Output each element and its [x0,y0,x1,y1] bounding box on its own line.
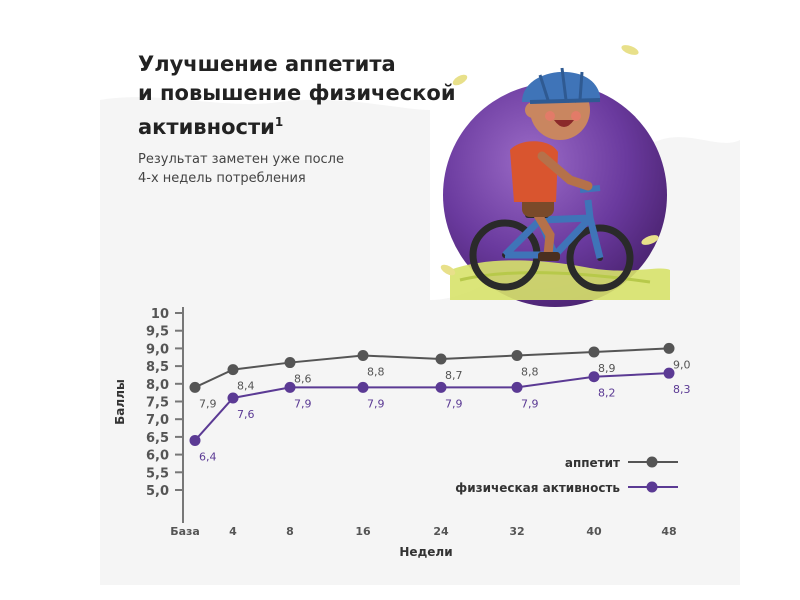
y-tick-label: 7,0 [146,413,169,428]
legend-marker [646,456,658,468]
series-line [194,347,670,389]
title-line-3-text: активности [138,115,275,139]
x-tick-label: 8 [286,525,294,538]
y-tick-label: 5,5 [146,466,169,481]
data-point [357,349,369,361]
y-tick-label: 6,0 [146,449,169,464]
data-point [227,392,239,404]
legend-label: физическая активность [455,481,620,495]
data-label: 8,4 [237,380,255,393]
y-tick-label: 9,0 [146,342,169,357]
data-point [189,434,201,446]
y-tick-label: 5,0 [146,484,169,499]
x-tick-label: 4 [229,525,237,538]
data-point [435,353,447,365]
data-point [435,381,447,393]
legend-label: аппетит [565,456,620,470]
data-point [357,381,369,393]
title-line-3: активности1 [138,108,458,142]
subtitle-line-2: 4-х недель потребления [138,171,306,186]
data-point [227,364,239,376]
data-label: 7,9 [521,397,539,410]
data-label: 7,9 [199,397,217,410]
x-axis-title: Недели [399,545,452,559]
x-tick-label: 16 [355,525,371,538]
data-label: 8,8 [367,365,385,378]
boy-on-bicycle-icon [440,45,670,307]
data-label: 7,6 [237,408,255,421]
page-title: Улучшение аппетита и повышение физическо… [138,50,458,142]
data-point [588,371,600,383]
data-label: 8,6 [294,373,312,386]
series-line [194,372,670,442]
y-axis-title: Баллы [113,379,127,425]
x-tick-label: 48 [661,525,676,538]
data-point [588,346,600,358]
x-tick-label: База [170,525,200,538]
data-label: 8,7 [445,369,463,382]
y-tick-label: 9,5 [146,325,169,340]
page-subtitle: Результат заметен уже после 4-х недель п… [138,150,398,188]
data-label: 7,9 [294,397,312,410]
y-tick-label: 7,5 [146,396,169,411]
data-point [663,342,675,354]
data-point [189,381,201,393]
title-footnote: 1 [274,115,284,129]
x-tick-label: 40 [586,525,602,538]
front-wheel [566,224,634,292]
data-label: 8,9 [598,362,616,375]
data-point [663,367,675,379]
y-tick-label: 8,5 [146,360,169,375]
data-label: 6,4 [199,450,217,463]
x-tick-label: 32 [509,525,524,538]
title-line-1: Улучшение аппетита [138,52,396,76]
data-label: 7,9 [445,397,463,410]
x-tick-label: 24 [433,525,449,538]
data-label: 7,9 [367,397,385,410]
y-tick-label: 10 [151,307,169,322]
y-tick-label: 8,0 [146,378,169,393]
legend-marker [646,481,658,493]
data-point [511,381,523,393]
title-line-2: и повышение физической [138,81,456,105]
data-point [511,349,523,361]
data-label: 8,8 [521,365,539,378]
data-label: 8,3 [673,383,691,396]
subtitle-line-1: Результат заметен уже после [138,152,344,167]
y-tick-label: 6,5 [146,431,169,446]
data-label: 9,0 [673,358,691,371]
data-point [284,357,296,369]
data-point [284,381,296,393]
data-label: 8,2 [598,387,616,400]
